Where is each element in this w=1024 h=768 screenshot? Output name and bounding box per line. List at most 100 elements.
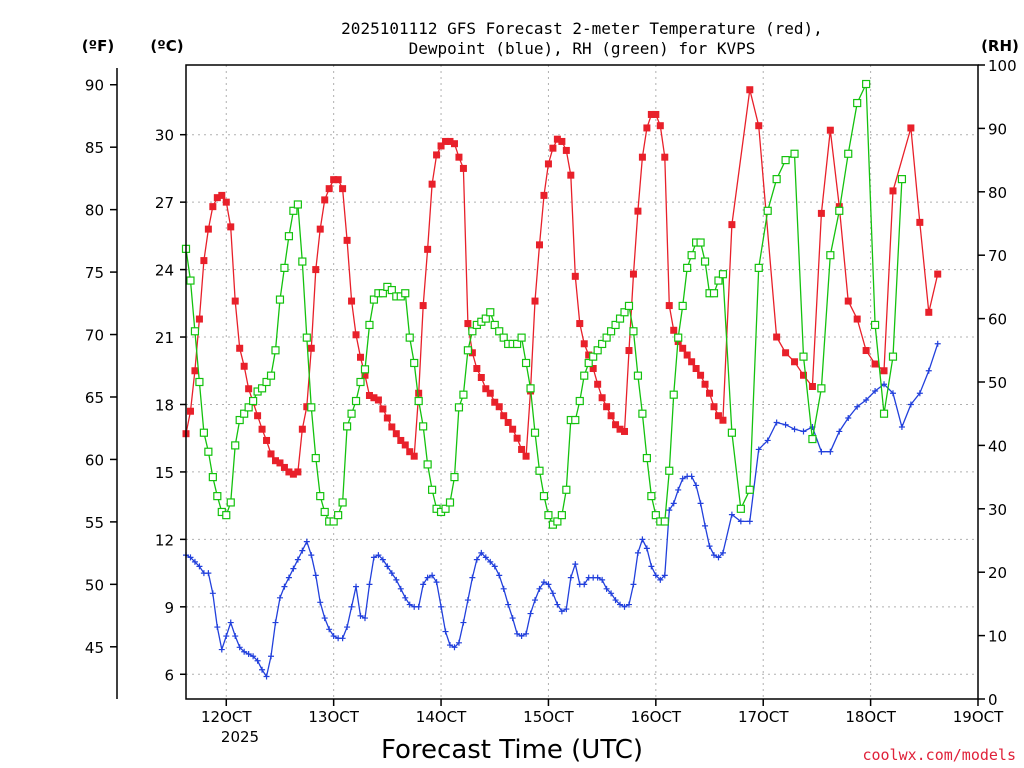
dewpoint-point	[397, 585, 404, 592]
rh-point	[535, 466, 544, 475]
dewpoint-point	[227, 619, 234, 626]
dewpoint-point	[845, 414, 852, 421]
dewpoint-point	[697, 500, 704, 507]
rh-tick-label: 90	[988, 120, 1007, 138]
rh-point	[419, 422, 428, 431]
2-meter-temperature-point	[339, 185, 347, 193]
dewpoint-point	[693, 482, 700, 489]
2-meter-temperature-point	[880, 367, 888, 375]
rh-point	[624, 301, 634, 311]
celsius-tick-label: 18	[155, 396, 174, 414]
rh-point	[226, 498, 235, 507]
2-meter-temperature-point	[607, 412, 615, 420]
dewpoint-point	[375, 552, 382, 559]
2-meter-temperature-point	[477, 374, 485, 382]
dewpoint-point	[688, 473, 695, 480]
dewpoint-point	[424, 574, 431, 581]
rh-point	[598, 339, 607, 349]
dewpoint-point	[630, 581, 637, 588]
dewpoint-point	[209, 590, 216, 597]
celsius-tick-label: 15	[155, 464, 174, 482]
dewpoint-point	[572, 561, 579, 568]
2-meter-temperature-point	[334, 176, 342, 184]
rh-point	[584, 358, 593, 368]
2-meter-temperature-point	[491, 398, 499, 406]
x-tick-label: 14OCT	[416, 708, 467, 726]
dewpoint-point	[872, 387, 879, 394]
dewpoint-point	[527, 610, 534, 617]
2-meter-temperature-point	[500, 412, 508, 420]
2-meter-temperature-point	[348, 297, 356, 305]
2-meter-temperature-point	[419, 302, 427, 310]
2-meter-temperature-point	[746, 86, 754, 94]
rh-tick-label: 30	[988, 501, 1007, 519]
rh-tick-label: 80	[988, 184, 1007, 202]
dewpoint-point	[652, 572, 659, 579]
dewpoint-point	[916, 390, 923, 397]
dewpoint-point	[388, 570, 395, 577]
2-meter-temperature-point	[889, 187, 897, 195]
rh-tick-label: 50	[988, 374, 1007, 392]
dewpoint-point	[608, 590, 615, 597]
rh-point	[615, 314, 625, 323]
2-meter-temperature-point	[401, 441, 409, 449]
rh-point	[454, 403, 464, 412]
rh-point	[611, 320, 620, 330]
credit-text: coolwx.com/models	[862, 746, 1016, 764]
dewpoint-point	[205, 570, 212, 577]
dewpoint-point	[715, 554, 722, 561]
fahrenheit-tick-label: 45	[85, 639, 104, 657]
rh-point	[289, 206, 298, 215]
fahrenheit-tick-label: 80	[85, 202, 104, 220]
rh-point	[204, 447, 213, 456]
2-meter-temperature-point	[303, 403, 311, 411]
rh-point	[441, 504, 450, 513]
2-meter-temperature-point	[468, 349, 476, 357]
2-meter-temperature-point	[826, 126, 834, 134]
dewpoint-point	[666, 507, 673, 514]
rh-point	[562, 485, 571, 494]
2-meter-temperature-point	[916, 218, 924, 226]
chart-title-line-1: 2025101112 GFS Forecast 2-meter Temperat…	[341, 19, 823, 38]
rh-point	[284, 232, 294, 241]
rh-point	[870, 320, 880, 330]
rh-point	[835, 206, 844, 215]
2-meter-temperature-point	[594, 380, 602, 388]
dewpoint-point	[755, 446, 762, 453]
rh-point	[714, 276, 723, 285]
rh-point	[338, 498, 347, 507]
rh-point	[602, 333, 611, 342]
2-meter-temperature-point	[464, 320, 472, 328]
2-meter-temperature-point	[433, 151, 441, 159]
rh-point	[320, 507, 329, 517]
rh-point	[365, 320, 374, 330]
rh-point	[307, 403, 316, 412]
dewpoint-point	[308, 552, 315, 559]
2-meter-temperature-point	[446, 137, 454, 145]
rh-tick-label: 40	[988, 437, 1007, 455]
2-meter-temperature-point	[267, 450, 275, 458]
dewpoint-point	[241, 648, 248, 655]
2-meter-temperature-point	[312, 266, 320, 274]
dewpoint-point	[648, 563, 655, 570]
2-meter-temperature-point	[195, 315, 203, 323]
rh-point	[445, 498, 455, 507]
2-meter-temperature-line	[185, 89, 939, 475]
rh-point	[513, 339, 522, 349]
x-tick-label: 19OCT	[953, 708, 1004, 726]
dewpoint-point	[254, 657, 261, 664]
dewpoint-point	[764, 437, 771, 444]
dewpoint-point	[728, 511, 735, 518]
rh-point	[665, 466, 674, 475]
2-meter-temperature-point	[571, 272, 579, 280]
fahrenheit-tick-label: 90	[85, 77, 104, 95]
2-meter-temperature-point	[567, 171, 575, 179]
dewpoint-point	[326, 626, 333, 633]
dewpoint-point	[473, 556, 480, 563]
fahrenheit-tick-label: 70	[85, 327, 104, 345]
dewpoint-point	[379, 556, 386, 563]
rh-point	[195, 377, 204, 387]
2-meter-temperature-point	[424, 245, 432, 253]
2-meter-temperature-point	[683, 351, 691, 359]
rh-point	[687, 251, 696, 260]
